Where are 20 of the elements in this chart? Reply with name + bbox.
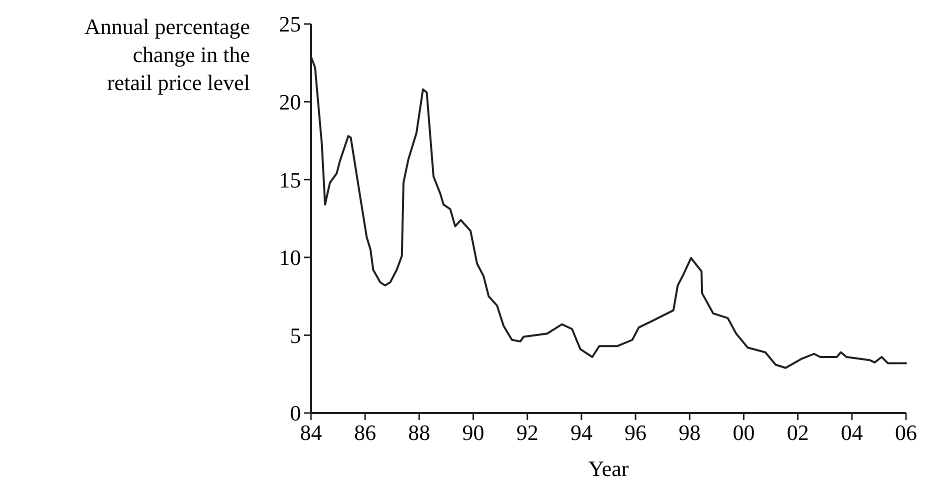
x-tick-label: 88 bbox=[408, 420, 430, 445]
x-tick-label: 04 bbox=[840, 420, 863, 445]
y-tick-label: 0 bbox=[290, 400, 301, 426]
y-tick-label: 25 bbox=[279, 12, 301, 37]
x-tick-label: 96 bbox=[624, 420, 647, 445]
x-tick-label: 86 bbox=[354, 420, 376, 445]
x-tick-label: 00 bbox=[732, 420, 755, 445]
x-tick-label: 98 bbox=[678, 420, 701, 445]
x-tick-label: 94 bbox=[570, 420, 592, 445]
y-tick-label: 5 bbox=[290, 322, 301, 348]
x-tick-label: 06 bbox=[895, 420, 917, 445]
x-tick-label: 84 bbox=[300, 420, 322, 445]
x-axis-title: Year bbox=[588, 456, 630, 481]
y-axis-title: Annual percentage change in the retail price level bbox=[84, 14, 250, 95]
y-tick-label: 15 bbox=[279, 167, 301, 192]
x-tick-label: 92 bbox=[516, 420, 538, 445]
x-tick-label: 02 bbox=[786, 420, 809, 445]
x-tick-label: 90 bbox=[462, 420, 484, 445]
y-tick-label: 20 bbox=[279, 90, 301, 114]
y-tick-label: 10 bbox=[279, 245, 301, 270]
